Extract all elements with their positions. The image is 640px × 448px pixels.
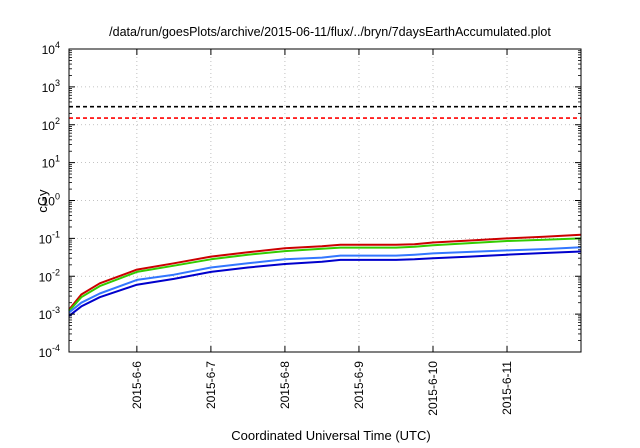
x-tick-label: 2015-6-11 — [500, 361, 514, 415]
x-tick-label: 2015-6-7 — [204, 361, 218, 409]
x-axis-ticks: 2015-6-6 2015-6-7 2015-6-8 2015-6-9 2015-6-1… — [130, 49, 514, 416]
series-line — [68, 233, 582, 311]
y-tick-label: 10-1 — [39, 229, 60, 246]
y-tick-label: 10-4 — [39, 343, 60, 360]
x-axis-label: Coordinated Universal Time (UTC) — [231, 428, 430, 443]
series-line — [68, 250, 582, 317]
y-axis-ticks: 10-4 10-3 10-2 10-1 100 101 102 103 104 — [39, 40, 581, 360]
y-axis-label: cGy — [35, 189, 50, 213]
y-tick-label: 104 — [42, 40, 60, 57]
x-tick-label: 2015-6-8 — [278, 361, 292, 409]
chart-title: /data/run/goesPlots/archive/2015-06-11/f… — [109, 25, 551, 39]
y-tick-label: 10-2 — [39, 267, 60, 284]
x-tick-label: 2015-6-9 — [352, 361, 366, 409]
y-tick-label: 10-3 — [39, 305, 60, 322]
x-tick-label: 2015-6-10 — [426, 361, 440, 416]
threshold-lines — [69, 105, 581, 119]
data-series — [68, 233, 582, 317]
y-tick-label: 102 — [42, 116, 60, 133]
series-line — [68, 246, 582, 314]
x-tick-label: 2015-6-6 — [130, 361, 144, 409]
grid — [69, 49, 581, 352]
y-tick-label: 101 — [42, 154, 60, 171]
series-line — [68, 237, 582, 312]
y-tick-label: 100 — [42, 192, 60, 209]
y-tick-label: 103 — [42, 78, 60, 95]
